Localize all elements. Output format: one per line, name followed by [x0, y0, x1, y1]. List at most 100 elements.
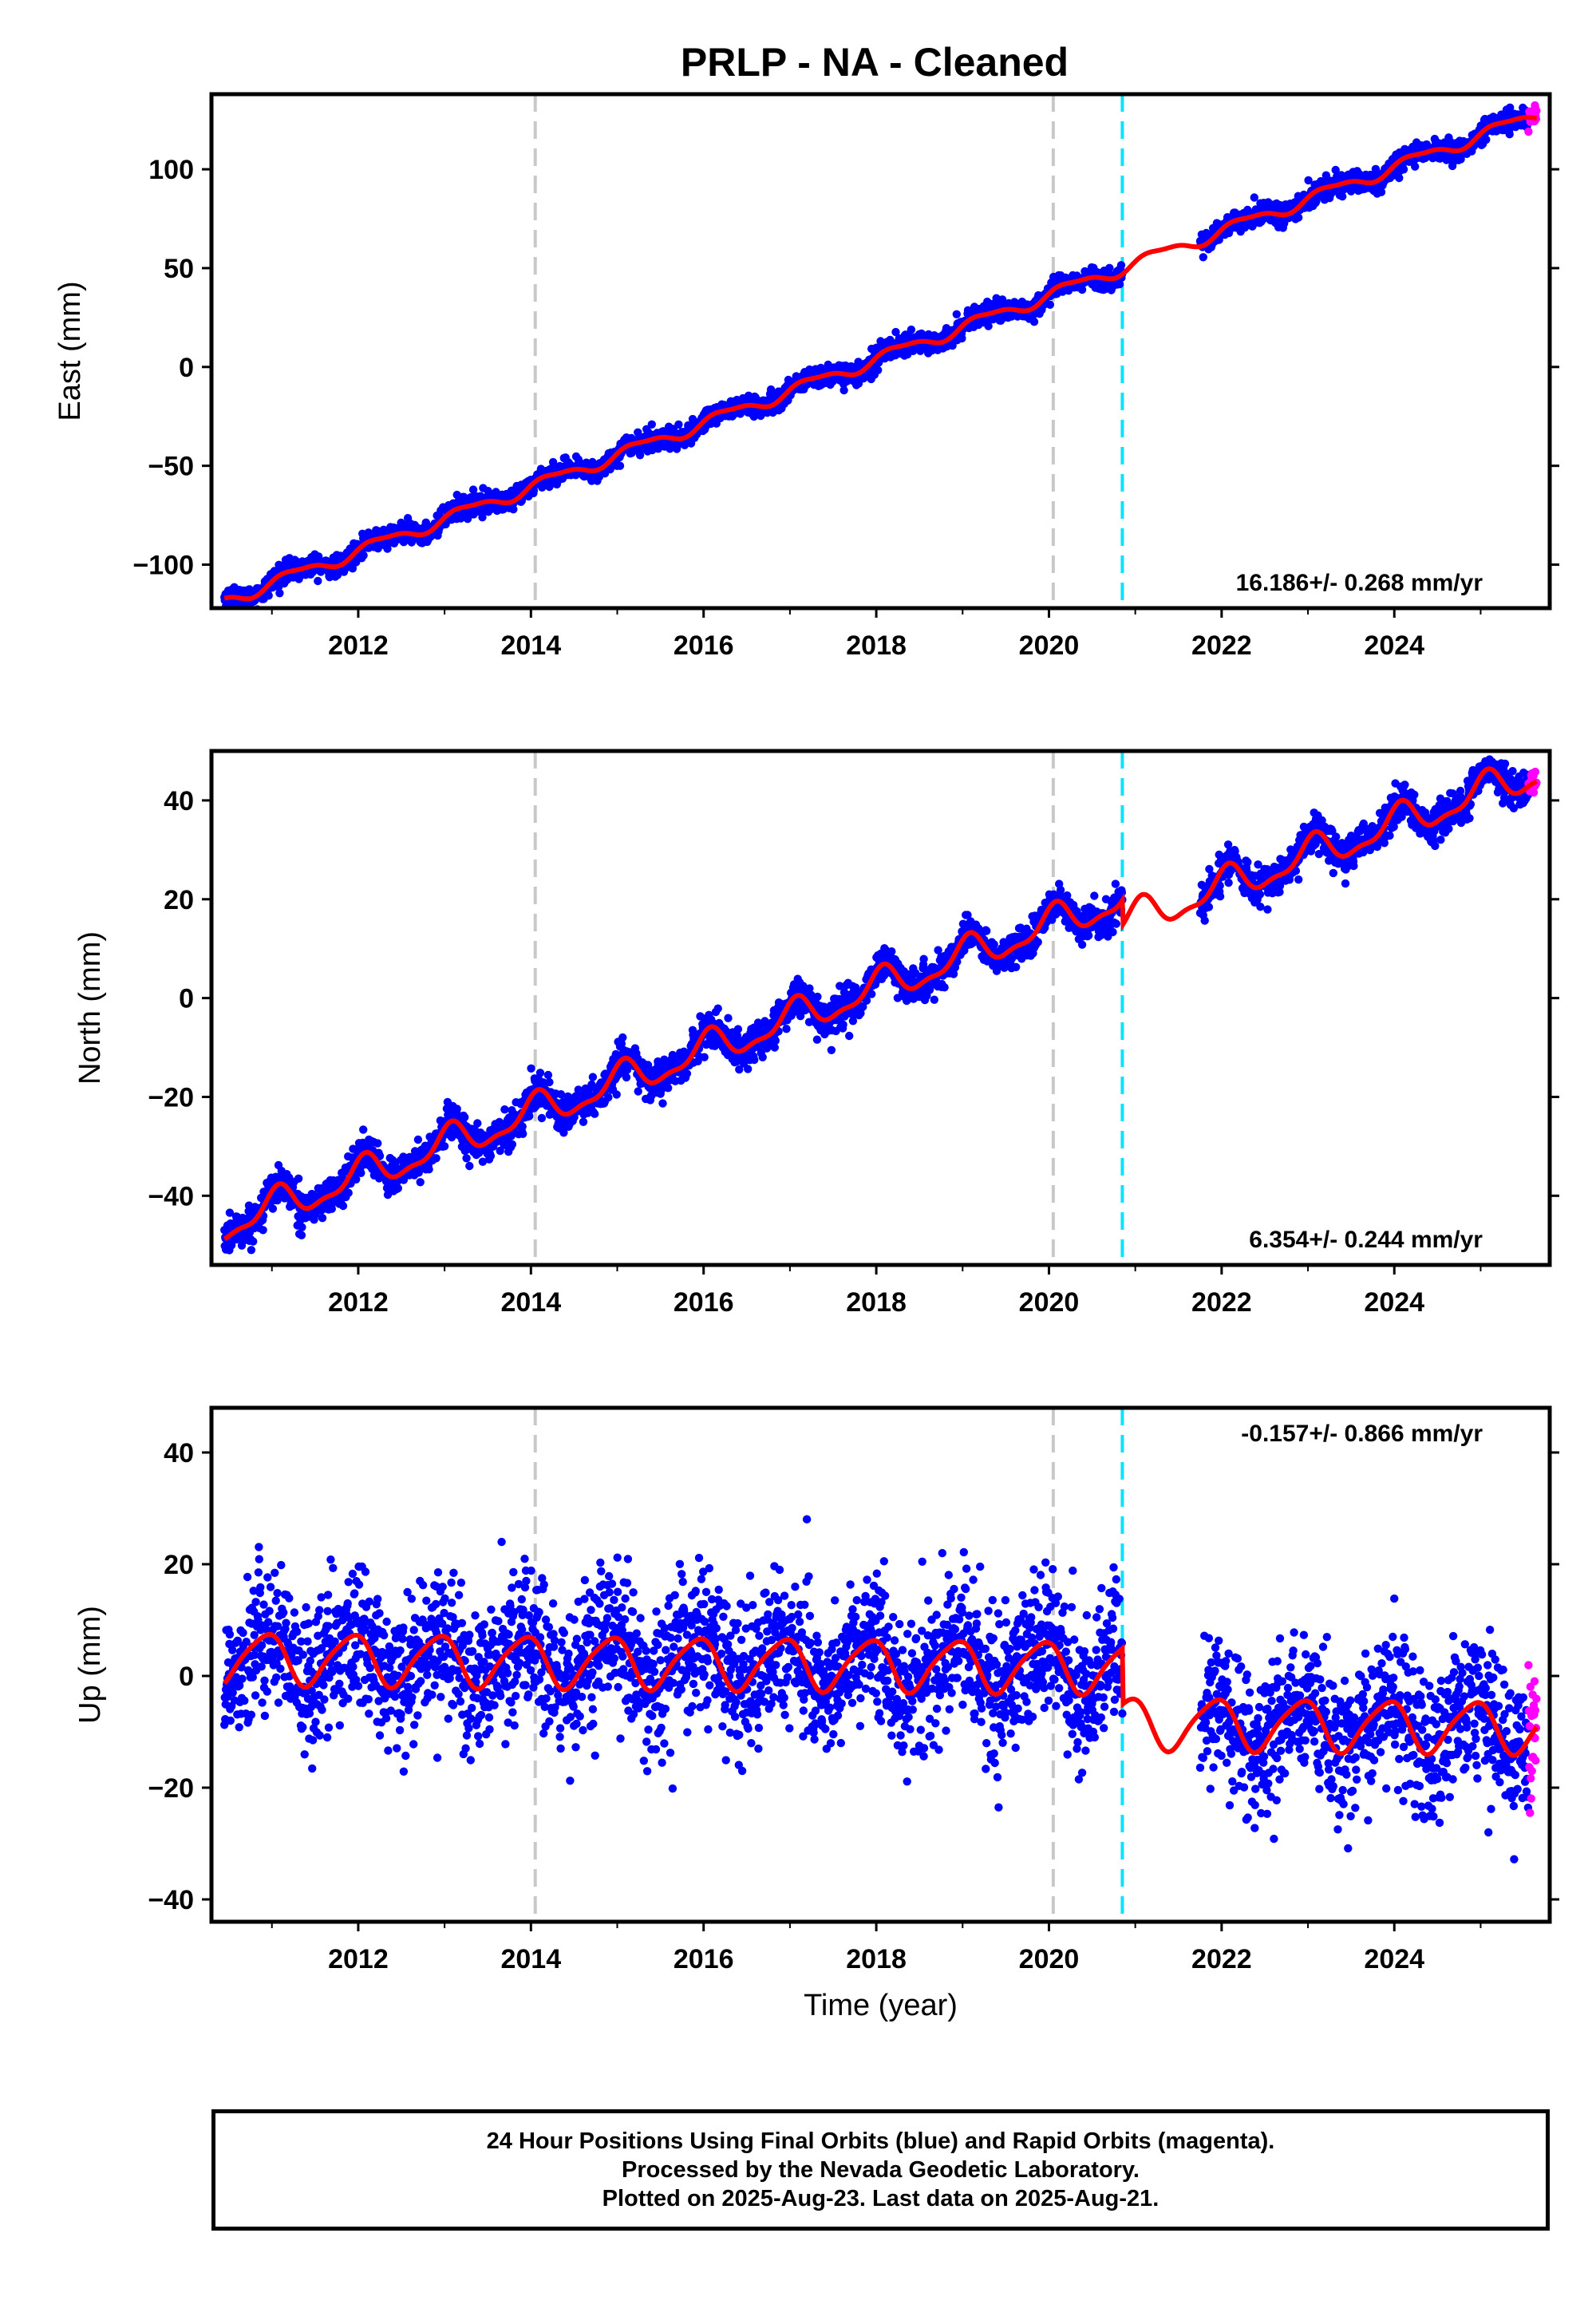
- final-orbit-point: [771, 1036, 780, 1045]
- y-tick-label: 50: [164, 254, 194, 284]
- final-orbit-point: [579, 1117, 588, 1127]
- x-tick-label: 2022: [1191, 630, 1252, 661]
- x-tick-label: 2020: [1019, 630, 1080, 661]
- final-orbit-point: [543, 1070, 553, 1080]
- final-orbit-point: [465, 1161, 474, 1171]
- final-orbit-point: [249, 1237, 258, 1246]
- final-orbit-point: [744, 1065, 753, 1073]
- final-orbit-point: [1105, 263, 1114, 272]
- final-orbit-point: [647, 420, 656, 429]
- panel-north: 2012 2014 2016 2018 2020 2022 2024−40−2002040N…: [73, 749, 1559, 1318]
- final-orbit-point: [297, 1231, 306, 1240]
- final-orbit-point: [1395, 173, 1404, 183]
- final-orbit-point: [758, 1053, 767, 1062]
- final-orbit-point: [318, 1214, 327, 1223]
- final-orbit-point: [393, 1184, 402, 1193]
- final-orbit-point: [618, 1033, 627, 1042]
- final-orbit-point: [750, 1055, 759, 1065]
- final-orbit-point: [298, 1223, 306, 1232]
- final-orbit-point: [259, 1226, 267, 1235]
- final-orbit-point: [907, 325, 916, 334]
- final-orbit-point: [525, 1112, 534, 1120]
- final-orbit-point: [724, 1014, 733, 1022]
- y-tick-label: −50: [148, 452, 194, 482]
- final-orbit-point: [733, 1025, 743, 1034]
- final-orbit-point: [348, 564, 358, 573]
- final-orbit-point: [1199, 253, 1208, 262]
- final-orbit-point: [473, 1119, 482, 1128]
- final-orbit-point: [1077, 285, 1087, 294]
- x-tick-label: 2018: [846, 630, 907, 661]
- final-orbit-point: [604, 1093, 613, 1102]
- final-orbit-point: [658, 1099, 667, 1108]
- final-orbit-point: [839, 385, 848, 395]
- final-orbit-point: [1482, 135, 1491, 144]
- final-orbit-point: [527, 1064, 535, 1073]
- final-orbit-point: [545, 1077, 554, 1087]
- data-points-east: [220, 101, 1541, 608]
- final-orbit-point: [1250, 193, 1259, 202]
- final-orbit-point: [813, 992, 822, 1002]
- final-orbit-point: [713, 1004, 722, 1013]
- final-orbit-point: [874, 366, 883, 374]
- final-orbit-point: [1399, 165, 1408, 174]
- final-orbit-point: [622, 1073, 631, 1082]
- final-orbit-point: [338, 1201, 348, 1211]
- final-orbit-point: [247, 1246, 256, 1255]
- y-tick-label: 0: [179, 353, 194, 383]
- final-orbit-point: [275, 589, 284, 598]
- final-orbit-point: [1029, 318, 1039, 326]
- final-orbit-point: [452, 1105, 461, 1113]
- final-orbit-point: [440, 1142, 449, 1151]
- x-tick-label: 2016: [674, 630, 734, 661]
- final-orbit-point: [664, 1084, 673, 1093]
- final-orbit-point: [519, 1129, 527, 1139]
- final-orbit-point: [518, 1122, 527, 1131]
- final-orbit-point: [314, 576, 322, 586]
- final-orbit-point: [1116, 261, 1126, 270]
- data-points-north: [220, 755, 1541, 1255]
- final-orbit-point: [812, 1035, 822, 1044]
- rapid-orbit-point: [1532, 106, 1541, 115]
- plot-area-east: [220, 94, 1541, 608]
- final-orbit-point: [845, 1031, 854, 1041]
- final-orbit-point: [373, 1139, 382, 1148]
- y-tick-label: −100: [132, 551, 194, 581]
- final-orbit-point: [425, 1165, 433, 1174]
- final-orbit-point: [958, 334, 966, 343]
- final-orbit-point: [700, 1053, 709, 1061]
- final-orbit-point: [674, 420, 683, 429]
- final-orbit-point: [432, 1154, 440, 1163]
- x-tick-label: 2014: [500, 630, 561, 661]
- plot-area-north: [220, 751, 1541, 1265]
- final-orbit-point: [615, 461, 625, 470]
- final-orbit-point: [245, 585, 254, 594]
- final-orbit-point: [500, 1105, 509, 1114]
- final-orbit-point: [486, 1152, 496, 1160]
- final-orbit-point: [591, 1109, 599, 1118]
- final-orbit-point: [414, 1168, 423, 1177]
- final-orbit-point: [634, 1087, 642, 1096]
- final-orbit-point: [468, 485, 478, 494]
- final-orbit-point: [344, 1188, 353, 1197]
- final-orbit-point: [357, 1168, 365, 1178]
- final-orbit-point: [416, 1178, 425, 1187]
- rapid-orbit-point: [1524, 127, 1533, 136]
- final-orbit-point: [612, 1090, 621, 1099]
- x-tick-label: 2012: [328, 630, 389, 661]
- panel-east: 2012 2014 2016 2018 2020 2022 2024−100−5005010…: [53, 92, 1559, 661]
- final-orbit-point: [413, 1135, 423, 1144]
- final-orbit-point: [462, 1154, 471, 1163]
- final-orbit-point: [359, 1125, 368, 1134]
- final-orbit-point: [682, 1069, 692, 1078]
- plot-title: PRLP - NA - Cleaned: [681, 40, 1069, 85]
- final-orbit-point: [460, 1113, 469, 1122]
- final-orbit-point: [535, 1069, 545, 1077]
- final-orbit-point: [359, 551, 368, 560]
- velocity-annotation: 16.186+/- 0.268 mm/yr: [1236, 570, 1483, 596]
- final-orbit-point: [1045, 300, 1055, 309]
- final-orbit-point: [268, 1204, 278, 1213]
- final-orbit-point: [952, 310, 962, 318]
- final-orbit-point: [1411, 162, 1420, 171]
